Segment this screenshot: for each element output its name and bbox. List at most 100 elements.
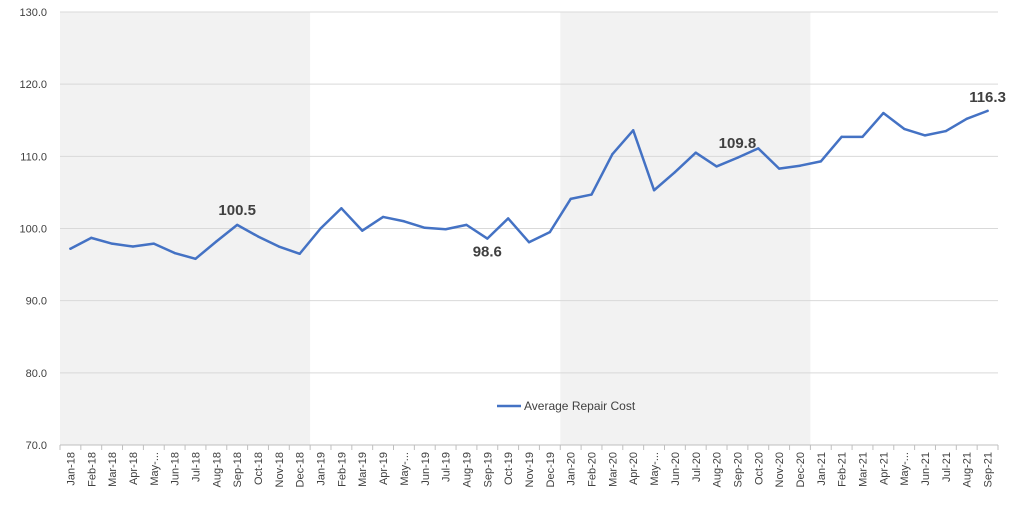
data-point <box>506 217 510 220</box>
x-tick-label: Jan-21 <box>816 452 828 486</box>
data-point <box>569 197 572 201</box>
x-tick-label: Jul-21 <box>941 452 953 482</box>
data-point <box>986 109 989 113</box>
y-tick-label: 100.0 <box>19 224 47 236</box>
x-tick-label: Apr-19 <box>378 452 390 485</box>
x-tick-label: May-... <box>899 452 911 486</box>
y-tick-label: 80.0 <box>26 368 47 380</box>
x-tick-label: Oct-18 <box>253 452 265 485</box>
data-point <box>944 129 948 133</box>
data-point <box>110 242 114 245</box>
data-point <box>235 223 239 227</box>
data-point <box>402 220 406 223</box>
x-tick-label: Jul-19 <box>441 452 453 482</box>
x-tick-label: Sep-21 <box>983 452 995 487</box>
data-point <box>215 240 218 243</box>
x-tick-label: Jun-20 <box>670 452 682 486</box>
x-tick-label: Jun-18 <box>170 452 182 486</box>
gridlines <box>59 11 999 450</box>
series-lines <box>69 109 989 261</box>
data-label: 116.3 <box>969 89 1006 106</box>
x-tick-label: Dec-18 <box>295 452 307 487</box>
x-tick-label: Apr-20 <box>628 452 640 485</box>
data-point <box>340 207 343 210</box>
data-point <box>256 235 260 238</box>
data-point <box>444 228 447 231</box>
x-tick-label: Nov-18 <box>274 452 286 487</box>
x-tick-label: May-... <box>399 452 411 486</box>
x-tick-label: Aug-21 <box>962 452 974 487</box>
legend-label: Average Repair Cost <box>524 399 636 413</box>
y-tick-label: 70.0 <box>26 440 47 452</box>
x-tick-label: Jul-20 <box>691 452 703 482</box>
data-point <box>131 245 135 248</box>
x-tick-label: Oct-20 <box>753 452 765 485</box>
data-point <box>798 164 802 167</box>
data-point <box>819 160 823 163</box>
x-tick-label: Aug-20 <box>712 452 724 487</box>
data-label: 109.8 <box>719 135 757 152</box>
x-tick-label: Apr-18 <box>128 452 140 485</box>
x-tick-label: Feb-21 <box>837 452 849 487</box>
x-tick-label: Nov-19 <box>524 452 536 487</box>
data-point <box>673 171 677 174</box>
x-tick-label: Mar-21 <box>858 452 870 487</box>
x-tick-label: Sep-20 <box>732 452 744 487</box>
data-point <box>903 127 906 131</box>
data-labels: 100.5 98.6 109.8 116.3 <box>218 89 1006 261</box>
data-point <box>694 151 697 154</box>
x-tick-label: Dec-19 <box>545 452 557 487</box>
data-point <box>715 165 718 168</box>
data-label: 98.6 <box>473 244 502 261</box>
data-point <box>298 252 301 255</box>
x-tick-label: Nov-20 <box>774 452 786 487</box>
data-point <box>777 167 781 170</box>
data-point <box>590 193 593 196</box>
x-tick-label: Apr-21 <box>878 452 890 485</box>
x-tick-label: Jan-18 <box>65 452 77 486</box>
data-point <box>69 247 72 250</box>
y-tick-label: 130.0 <box>19 7 47 19</box>
y-tick-label: 120.0 <box>19 79 47 91</box>
x-tick-label: Mar-18 <box>107 452 119 487</box>
x-tick-label: Jun-21 <box>920 452 932 486</box>
data-point <box>90 236 93 240</box>
legend: Average Repair Cost <box>497 399 636 413</box>
x-tick-label: Dec-20 <box>795 452 807 487</box>
data-point <box>319 227 322 230</box>
data-point <box>173 251 176 255</box>
data-point <box>361 229 364 232</box>
data-point <box>632 129 635 132</box>
data-point <box>486 237 489 240</box>
data-point <box>465 223 468 227</box>
x-tick-label: Feb-18 <box>86 452 98 487</box>
x-tick-label: Jan-20 <box>566 452 578 486</box>
data-point <box>736 156 739 159</box>
data-label: 100.5 <box>218 202 256 219</box>
data-point <box>152 242 155 245</box>
x-tick-label: Feb-19 <box>336 452 348 487</box>
data-point <box>277 245 281 248</box>
y-tick-label: 90.0 <box>26 296 47 308</box>
data-point <box>840 135 843 139</box>
data-point <box>882 111 885 115</box>
y-tick-label: 110.0 <box>20 151 47 163</box>
data-point <box>652 189 656 192</box>
x-tick-label: Oct-19 <box>503 452 515 485</box>
x-axis-tick-labels: Jan-18 Feb-18 Mar-18 Apr-18 May-... Jun-18 Jul… <box>65 452 994 487</box>
x-tick-label: Jun-19 <box>420 452 432 486</box>
x-tick-label: Aug-18 <box>211 452 223 487</box>
data-point <box>548 230 552 234</box>
data-point <box>611 152 614 156</box>
x-tick-label: May-... <box>149 452 161 486</box>
x-tick-label: May-... <box>649 452 661 486</box>
data-point <box>861 135 864 139</box>
x-tick-label: Sep-19 <box>482 452 494 487</box>
x-tick-label: Aug-19 <box>461 452 473 487</box>
data-point <box>527 241 531 244</box>
x-tick-label: Jan-19 <box>316 452 328 486</box>
data-point <box>381 215 385 219</box>
data-point <box>423 226 426 229</box>
data-point <box>757 147 760 150</box>
